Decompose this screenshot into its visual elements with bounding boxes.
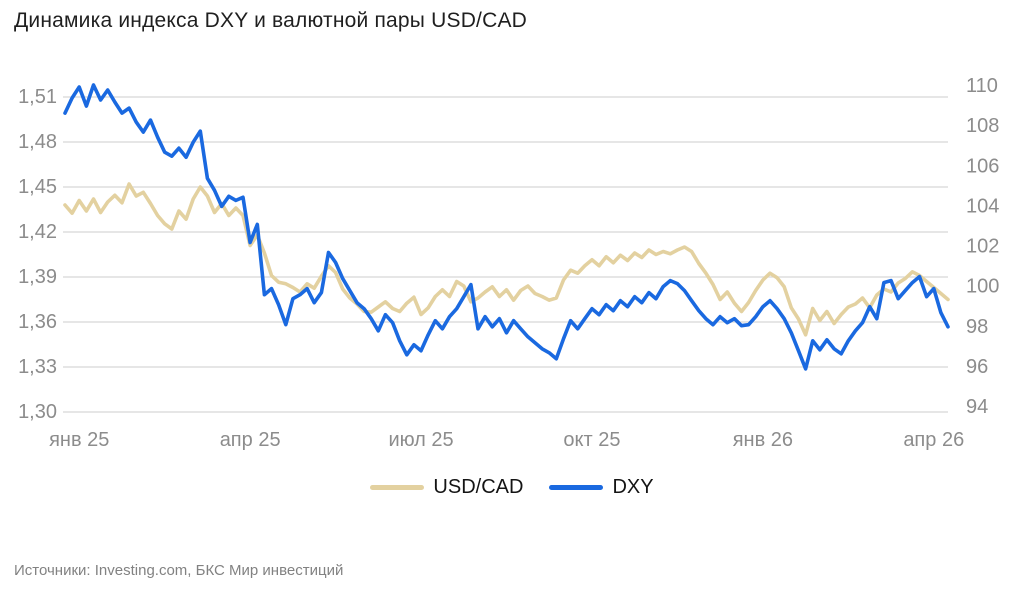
- y-axis-right-label: 106: [966, 155, 999, 177]
- dxy-line: [63, 83, 950, 371]
- y-axis-right-label: 110: [966, 75, 998, 97]
- chart-plot-area: 1,51 1,48 1,45 1,42 1,39 1,36 1,33 1,30 110 108 10…: [18, 75, 999, 451]
- y-axis-right-label: 108: [966, 115, 999, 137]
- y-axis-left-label: 1,36: [18, 311, 57, 333]
- chart-title: Динамика индекса DXY и валютной пары USD…: [14, 9, 528, 32]
- y-axis-left-label: 1,30: [18, 401, 57, 423]
- usdcad-line: [63, 182, 950, 337]
- usdcad-line-swatch: [370, 485, 425, 490]
- y-axis-left-label: 1,33: [18, 356, 57, 378]
- y-axis-right-label: 102: [966, 236, 999, 258]
- y-axis-left-label: 1,42: [18, 221, 57, 243]
- dxy-line-swatch: [549, 485, 604, 490]
- x-axis-label: апр 25: [220, 429, 281, 451]
- y-axis-right-label: 100: [966, 276, 999, 298]
- x-axis-label: июл 25: [388, 429, 453, 451]
- y-axis-right-label: 94: [966, 396, 988, 418]
- legend-item-usdcad: USD/CAD: [370, 476, 523, 499]
- y-axis-right-label: 96: [966, 356, 988, 378]
- x-axis-label: окт 25: [563, 429, 620, 451]
- y-axis-right-label: 104: [966, 195, 999, 217]
- y-axis-right-label: 98: [966, 316, 988, 338]
- y-axis-left-label: 1,45: [18, 176, 57, 198]
- legend-item-dxy: DXY: [549, 476, 654, 499]
- usdcad-legend-label: USD/CAD: [433, 476, 524, 498]
- source-note: Источники: Investing.com, БКС Мир инвест…: [14, 562, 344, 579]
- y-axis-left-label: 1,51: [18, 86, 57, 108]
- x-axis-label: апр 26: [903, 429, 964, 451]
- x-axis-label: янв 26: [733, 429, 793, 451]
- y-axis-left-label: 1,39: [18, 266, 57, 288]
- chart-legend: USD/CAD DXY: [0, 476, 1024, 499]
- x-axis-label: янв 25: [49, 429, 109, 451]
- y-axis-left-label: 1,48: [18, 131, 57, 153]
- dxy-legend-label: DXY: [612, 476, 654, 498]
